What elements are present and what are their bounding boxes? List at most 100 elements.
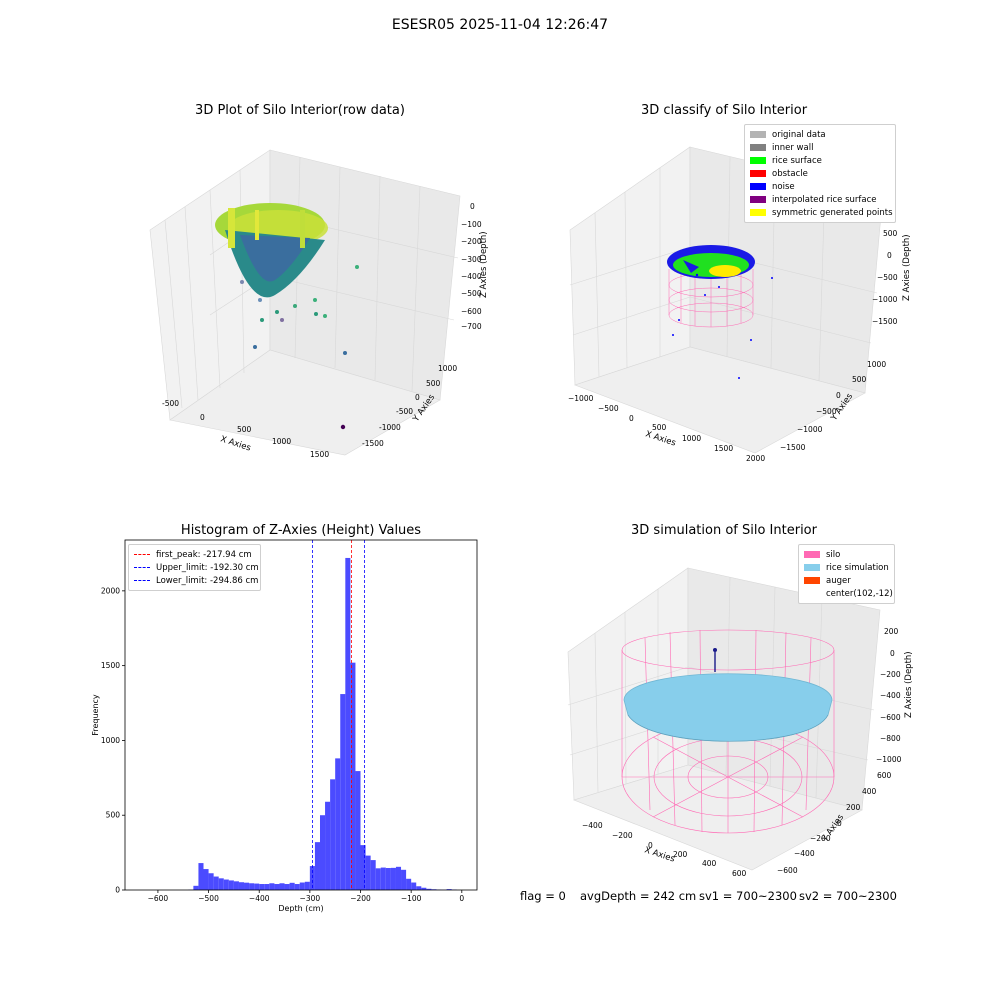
plot1-ytick: -1500: [362, 439, 384, 448]
legend-label: silo: [826, 549, 841, 560]
legend-item: silo: [804, 548, 889, 561]
histogram-bar: [395, 866, 402, 890]
legend-item: original data: [750, 128, 890, 141]
plot1-ztick: −500: [461, 289, 482, 298]
x-tick-label: 0: [459, 894, 464, 903]
plot2-classified-points: [667, 245, 773, 379]
plot2-legend: original data inner wall rice surface ob…: [744, 124, 896, 223]
legend-swatch: [804, 551, 820, 558]
histogram-bar: [193, 885, 199, 890]
plot4-ytick: 200: [846, 803, 861, 812]
plot2-xtick: 1000: [682, 434, 701, 443]
plot1-point-cloud: [215, 203, 359, 430]
x-tick-label: −200: [350, 894, 371, 903]
plot4-legend: silo rice simulation auger center(102,-1…: [798, 544, 895, 604]
legend-swatch: [750, 131, 766, 138]
legend-swatch: [750, 209, 766, 216]
histogram-bar: [380, 867, 386, 890]
plot4-ztick: 0: [890, 649, 895, 658]
plot4-xtick: 600: [732, 869, 747, 878]
histogram-bar: [314, 842, 320, 890]
plot2-ytick: 0: [836, 391, 841, 400]
plot2-ytick: −1500: [780, 443, 806, 452]
plot4-title: 3D simulation of Silo Interior: [631, 523, 817, 538]
legend-label: interpolated rice surface: [772, 194, 877, 205]
plot2-ztick: 500: [883, 229, 898, 238]
histogram-bar: [335, 758, 341, 890]
sv1-text: sv1 = 700~2300: [699, 889, 797, 903]
histogram-bar: [446, 889, 452, 890]
plot2-ztick: 0: [887, 251, 892, 260]
flag-text: flag = 0: [520, 889, 566, 903]
histogram-bar: [244, 882, 250, 890]
plot4-ztick: 200: [884, 627, 899, 636]
plot4-ytick: −400: [794, 849, 815, 858]
plot2-ytick: 1000: [867, 360, 886, 369]
histogram-chart: −600 −500 −400 −300 −200 −100 0 0 500 1000 1500 200…: [91, 539, 478, 913]
histogram-bar: [360, 845, 366, 890]
legend-item: interpolated rice surface: [750, 193, 890, 206]
plot1-ztick: 0: [470, 202, 475, 211]
plot2-xlabel: X Axies: [644, 429, 677, 448]
plot4-xtick: 200: [673, 850, 688, 859]
plot2-silo-wireframe: [668, 262, 754, 328]
figure-title: ESESR05 2025-11-04 12:26:47: [391, 17, 609, 33]
histogram-bar: [233, 881, 239, 890]
plot1-zlabel: Z Axies (Depth): [479, 231, 489, 298]
histogram-bar: [279, 883, 285, 890]
plot1-ytick: 0: [415, 393, 420, 402]
plot4-xtick: 0: [648, 841, 653, 850]
histogram-bar: [345, 557, 351, 890]
legend-item: noise: [750, 180, 890, 193]
y-tick-label: 500: [106, 811, 121, 820]
plot4-zlabel: Z Axies (Depth): [904, 651, 914, 718]
legend-label: Lower_limit: -294.86 cm: [156, 575, 259, 586]
legend-item: obstacle: [750, 167, 890, 180]
histogram-bar: [401, 869, 407, 890]
plot1-ztick: −600: [461, 307, 482, 316]
histogram-bar: [249, 883, 255, 890]
legend-swatch: [804, 564, 820, 571]
plot4-xtick: −200: [612, 831, 633, 840]
histogram-bar: [385, 868, 391, 890]
legend-swatch: [750, 157, 766, 164]
histogram-bar: [198, 863, 204, 890]
legend-label: obstacle: [772, 168, 808, 179]
plot2-ztick: −1000: [872, 295, 898, 304]
plot1-xtick: 1500: [310, 450, 329, 459]
y-tick-label: 2000: [101, 586, 120, 595]
histogram-bar: [238, 882, 245, 890]
legend-line: [134, 580, 150, 581]
legend-label: center(102,-12): [826, 588, 893, 599]
plot4-ytick: −600: [777, 866, 798, 875]
plot2-ytick: 500: [852, 375, 867, 384]
plot2-xtick: −500: [598, 404, 619, 413]
plot4-ytick: 0: [837, 819, 842, 828]
x-axis-label: Depth (cm): [278, 904, 323, 913]
histogram-bar: [254, 883, 260, 890]
legend-swatch: [750, 144, 766, 151]
histogram-bar: [208, 873, 214, 890]
y-axis-label: Frequency: [91, 694, 100, 736]
plot1-xtick: -500: [162, 399, 179, 408]
legend-item: center(102,-12): [804, 587, 893, 600]
histogram-bar: [304, 881, 310, 890]
histogram-bar: [264, 884, 270, 890]
legend-line: [134, 567, 150, 568]
legend-label: inner wall: [772, 142, 814, 153]
plot1-xtick: 500: [237, 425, 252, 434]
plot4-xtick: −400: [582, 821, 603, 830]
plot4-ztick: −800: [880, 734, 901, 743]
legend-swatch: [804, 577, 820, 584]
plot1-ytick: 500: [426, 379, 441, 388]
legend-swatch: [804, 590, 820, 597]
histogram-bar: [203, 869, 209, 890]
legend-item: Lower_limit: -294.86 cm: [134, 574, 259, 587]
histogram-bar: [411, 882, 417, 890]
x-tick-label: −100: [401, 894, 422, 903]
plot1-ztick: −200: [461, 237, 482, 246]
legend-item: inner wall: [750, 141, 890, 154]
plot1-xtick: 0: [200, 413, 205, 422]
y-tick-label: 1000: [101, 736, 120, 745]
histogram-bar: [274, 884, 280, 890]
